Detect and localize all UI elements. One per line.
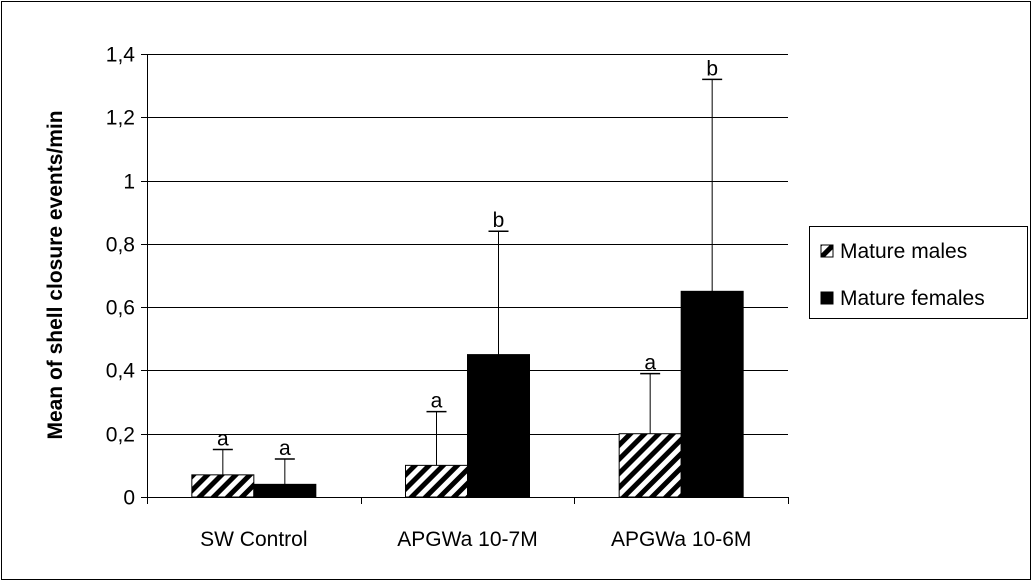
bars [191,290,744,498]
y-tick-label: 0 [123,487,135,510]
y-tick-label: 0,4 [106,360,136,383]
y-tick-label: 0,8 [106,234,135,257]
y-tick-label: 1,2 [106,107,135,130]
significance-label: a [644,352,656,375]
legend: Mature males Mature females [809,226,1028,319]
legend-swatch-mature-males [820,244,834,258]
bar-mature-females [467,354,530,498]
bar-mature-females [253,483,317,498]
significance-label: b [493,209,505,232]
x-tick-label: APGWa 10-6M [611,528,751,551]
significance-label: b [706,57,718,80]
y-tick-label: 1 [123,171,135,194]
x-tick-label: APGWa 10-7M [397,528,537,551]
bar-mature-males [191,474,255,498]
y-tick-label: 0,2 [106,424,135,447]
legend-label-mature-females: Mature females [840,287,985,310]
significance-label: a [431,390,443,413]
axes [141,54,789,504]
bar-mature-females [680,290,744,498]
legend-label-mature-males: Mature males [840,240,967,263]
error-bars [212,78,723,485]
significance-label: a [217,428,229,451]
x-tick-label: SW Control [200,528,307,551]
y-axis-title: Mean of shell closure events/min [44,110,67,439]
labels: 0 0,2 0,4 0,6 0,8 1 1,2 1,4 a a SW Control a b APGWa … [106,44,752,552]
y-tick-label: 1,4 [106,44,136,67]
significance-label: a [279,437,291,460]
y-tick-label: 0,6 [106,297,135,320]
bar-mature-males [405,464,468,498]
legend-box [809,226,1028,319]
bar-mature-males [618,433,682,498]
legend-swatch-mature-females [820,291,834,305]
